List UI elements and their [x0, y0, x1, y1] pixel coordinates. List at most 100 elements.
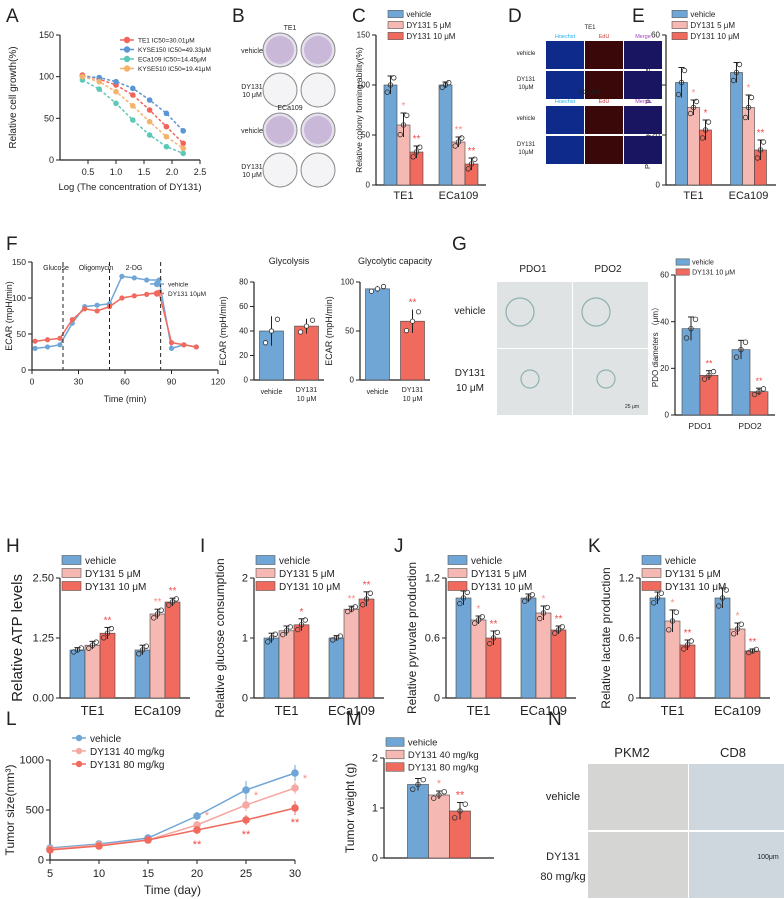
data-point-I	[363, 596, 370, 602]
data-point-E	[702, 127, 709, 133]
data-point-M	[410, 786, 416, 792]
data-point-F1	[57, 335, 63, 341]
data-point-H	[89, 642, 96, 648]
panel-letter-J: J	[394, 536, 404, 557]
x-tick-label-E: ECa109	[729, 190, 769, 202]
data-point-A	[146, 118, 153, 125]
panel-letter-M: M	[346, 709, 362, 730]
legend-label-C: DY131 5 μM	[406, 21, 451, 30]
bar-M	[407, 784, 429, 859]
data-point-C	[465, 166, 471, 172]
data-point-J	[494, 629, 500, 636]
x-axis-label-A: Log (The concentration of DY131)	[58, 182, 201, 193]
y-tick-label-F2: 0	[244, 376, 249, 385]
x-tick-label-L: 10	[93, 868, 105, 880]
data-point-C	[455, 139, 462, 145]
x-tick-label-F2: vehicle	[261, 389, 283, 396]
data-point-E	[699, 135, 706, 141]
data-point-F1	[168, 340, 175, 346]
significance-M: *	[437, 778, 442, 790]
colony-dish-B	[262, 72, 298, 108]
bar-H	[99, 632, 116, 699]
panel-letter-E: E	[632, 6, 645, 27]
data-point-C	[384, 89, 390, 95]
data-point-E	[745, 104, 752, 111]
data-point-K	[738, 621, 744, 627]
data-point-F1	[168, 345, 175, 351]
bar-G	[681, 328, 701, 416]
legend-label-I: vehicle	[279, 556, 311, 567]
bar-C	[451, 141, 466, 186]
data-point-H	[166, 602, 172, 608]
data-point-L	[242, 816, 250, 824]
injection-label-F1: 2-DG	[126, 265, 143, 272]
legend-marker-F1	[153, 290, 161, 297]
significance-G: **	[755, 376, 763, 386]
x-tick-label-F1: 30	[74, 377, 84, 387]
data-point-E	[760, 139, 767, 145]
legend-label-J: vehicle	[471, 556, 503, 567]
data-point-A	[180, 150, 186, 157]
bar-J	[550, 629, 567, 699]
x-tick-label-I: ECa109	[328, 703, 375, 718]
legend-label-K: DY131 5 μM	[665, 569, 721, 580]
fluorescence-image-D	[624, 71, 662, 99]
row-label-N: 80 mg/kg	[540, 871, 585, 883]
column-label-G: PDO2	[594, 264, 622, 275]
legend-label-M: DY131 80 mg/kg	[408, 763, 479, 774]
data-point-F1	[94, 302, 100, 308]
organoid-G	[581, 297, 611, 327]
x-tick-label-F2: DY131	[296, 387, 318, 394]
data-point-G	[683, 335, 690, 341]
organoid-G	[520, 369, 540, 389]
data-point-M	[431, 795, 437, 801]
bar-E	[675, 82, 688, 186]
column-label-N: CD8	[720, 745, 746, 760]
legend-swatch-M	[385, 762, 405, 772]
legend-swatch-I	[255, 581, 276, 591]
data-point-M	[462, 801, 468, 807]
data-point-C	[413, 149, 420, 155]
y-tick-label-I: 1	[242, 633, 248, 645]
data-point-J	[525, 595, 532, 601]
y-tick-label-I: 0	[242, 693, 248, 705]
data-point-A	[180, 145, 186, 152]
x-tick-label-H: TE1	[81, 703, 105, 718]
y-tick-label-G: 0	[665, 411, 670, 420]
data-point-H	[173, 596, 179, 602]
data-point-A	[146, 132, 153, 138]
legend-swatch-E	[671, 21, 688, 29]
chart-F1: 0 50 100 150 ECAR (mpH/min) 0 30 60 90 120 Time (m…	[4, 257, 225, 404]
significance-C: **	[468, 146, 476, 157]
significance-E: *	[747, 83, 751, 94]
data-point-F1	[82, 306, 88, 312]
ihc-image-N	[588, 764, 688, 830]
data-point-J	[555, 627, 562, 633]
data-point-E	[681, 67, 688, 74]
channel-label-D: Hoechst	[555, 34, 576, 40]
fluorescence-image-D	[585, 71, 623, 99]
y-tick-label-F2: 20	[239, 351, 248, 360]
data-point-J	[559, 624, 565, 630]
row-label-D: DY131	[517, 142, 536, 148]
legend-label-C: vehicle	[406, 10, 431, 19]
data-point-J	[552, 630, 558, 636]
data-point-L	[193, 812, 201, 820]
x-tick-label-A: 1.5	[138, 167, 151, 177]
data-point-F1	[119, 273, 125, 279]
data-point-C	[472, 156, 478, 162]
legend-swatch-J	[447, 568, 468, 578]
chart-F2: 0 20 40 60 80 ECAR (mpH/min) vehicle DY131 10 μM…	[218, 256, 324, 403]
data-point-H	[86, 645, 92, 651]
colony-dish-B	[262, 152, 298, 188]
y-axis-label-K: Relative lactate production	[599, 567, 613, 708]
data-point-A	[96, 78, 102, 85]
bar-J	[520, 597, 537, 699]
data-point-C	[446, 79, 452, 86]
data-point-A	[146, 107, 153, 113]
data-point-J	[479, 614, 485, 620]
legend-swatch-H	[61, 581, 82, 591]
bar-H	[164, 601, 181, 699]
data-point-A	[130, 92, 136, 98]
